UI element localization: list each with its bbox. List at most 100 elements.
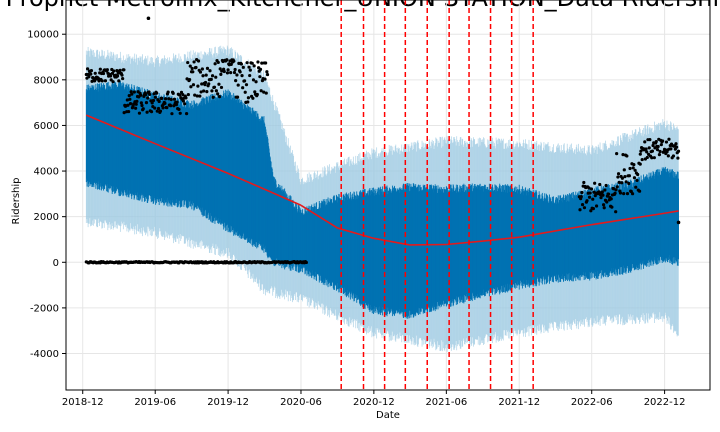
data-point (248, 68, 252, 72)
data-point (144, 101, 149, 105)
data-point (211, 95, 215, 99)
data-point (258, 67, 263, 71)
data-point (254, 80, 258, 84)
data-point (139, 101, 143, 105)
data-point (192, 60, 196, 64)
data-point (258, 75, 262, 79)
data-point (632, 163, 636, 167)
data-point (232, 59, 236, 63)
data-point (128, 97, 132, 101)
data-point (241, 86, 245, 90)
data-point (186, 60, 190, 65)
data-point (636, 172, 640, 177)
y-tick-label: 10000 (27, 30, 59, 41)
chart-title: Prophet Metrolinx_Kitchener_UNION STATIO… (6, 0, 720, 12)
data-point (135, 99, 139, 103)
trend-line (591, 212, 665, 226)
data-point (632, 176, 637, 180)
data-point (656, 144, 660, 149)
data-point (226, 68, 230, 72)
x-tick-label: 2022-12 (644, 397, 686, 408)
data-point (598, 182, 602, 187)
x-axis-ticks: 2018-12 2019-06 2019-12 2020-06 2020-12 2021-… (62, 390, 686, 408)
data-point (130, 92, 134, 96)
data-point (263, 77, 267, 81)
y-tick-label: -2000 (30, 303, 59, 314)
data-point (255, 92, 259, 97)
data-point (207, 82, 211, 86)
data-point (222, 69, 226, 74)
trend-line (519, 223, 592, 238)
data-point (199, 90, 203, 94)
data-point (177, 93, 182, 97)
data-point (193, 93, 197, 97)
data-point (676, 220, 681, 225)
forecast-bands (85, 80, 679, 319)
data-point (87, 75, 91, 79)
y-tick-label: 2000 (34, 212, 59, 223)
data-point (640, 157, 644, 162)
data-point (623, 175, 627, 179)
data-point (172, 97, 177, 101)
y-axis-ticks: -4000 -2000 0 2000 4000 6000 8000 10000 (27, 30, 66, 360)
x-axis-label: Date (376, 410, 400, 421)
data-point (580, 190, 584, 195)
data-point (214, 75, 218, 79)
x-tick-label: 2019-06 (134, 397, 176, 408)
data-point (627, 174, 631, 178)
data-point (205, 89, 209, 94)
data-point (101, 71, 106, 76)
data-point (648, 138, 652, 142)
data-point (139, 93, 143, 97)
data-point (650, 149, 655, 153)
data-point (209, 77, 213, 81)
data-point (122, 111, 126, 115)
data-point (198, 94, 202, 98)
data-point (603, 188, 607, 192)
data-point (225, 71, 230, 75)
x-tick-label: 2021-06 (425, 397, 467, 408)
data-point (607, 192, 611, 196)
data-point (582, 206, 587, 210)
data-point (150, 101, 154, 105)
data-point (580, 203, 585, 207)
data-point (620, 181, 624, 185)
data-point (181, 93, 185, 97)
data-point (146, 16, 151, 21)
data-point (163, 97, 168, 101)
data-point (613, 191, 617, 195)
data-point (594, 204, 599, 208)
data-point (252, 64, 256, 68)
data-point (262, 90, 266, 94)
data-point (264, 61, 268, 65)
data-point (115, 69, 119, 73)
data-point (666, 154, 670, 158)
data-point (169, 104, 173, 108)
data-point (202, 89, 206, 93)
data-point (118, 68, 122, 72)
data-point (111, 80, 115, 84)
data-point (645, 150, 649, 154)
data-point (264, 91, 268, 95)
data-point (140, 103, 144, 108)
data-point (165, 106, 169, 110)
data-point (235, 73, 239, 77)
data-point (229, 71, 233, 75)
data-point (614, 188, 618, 192)
data-point (579, 195, 583, 199)
data-point (578, 208, 582, 212)
data-point (203, 80, 208, 85)
data-point (659, 143, 663, 147)
data-point (163, 101, 167, 105)
data-point (132, 90, 136, 94)
data-point (239, 62, 243, 66)
data-point (217, 82, 221, 86)
data-point (628, 166, 632, 171)
y-tick-label: 6000 (34, 121, 59, 132)
data-point (657, 153, 662, 157)
data-point (155, 109, 159, 113)
data-point (650, 156, 654, 160)
data-point (627, 181, 631, 186)
data-point (190, 66, 194, 71)
x-tick-label: 2021-12 (498, 397, 540, 408)
